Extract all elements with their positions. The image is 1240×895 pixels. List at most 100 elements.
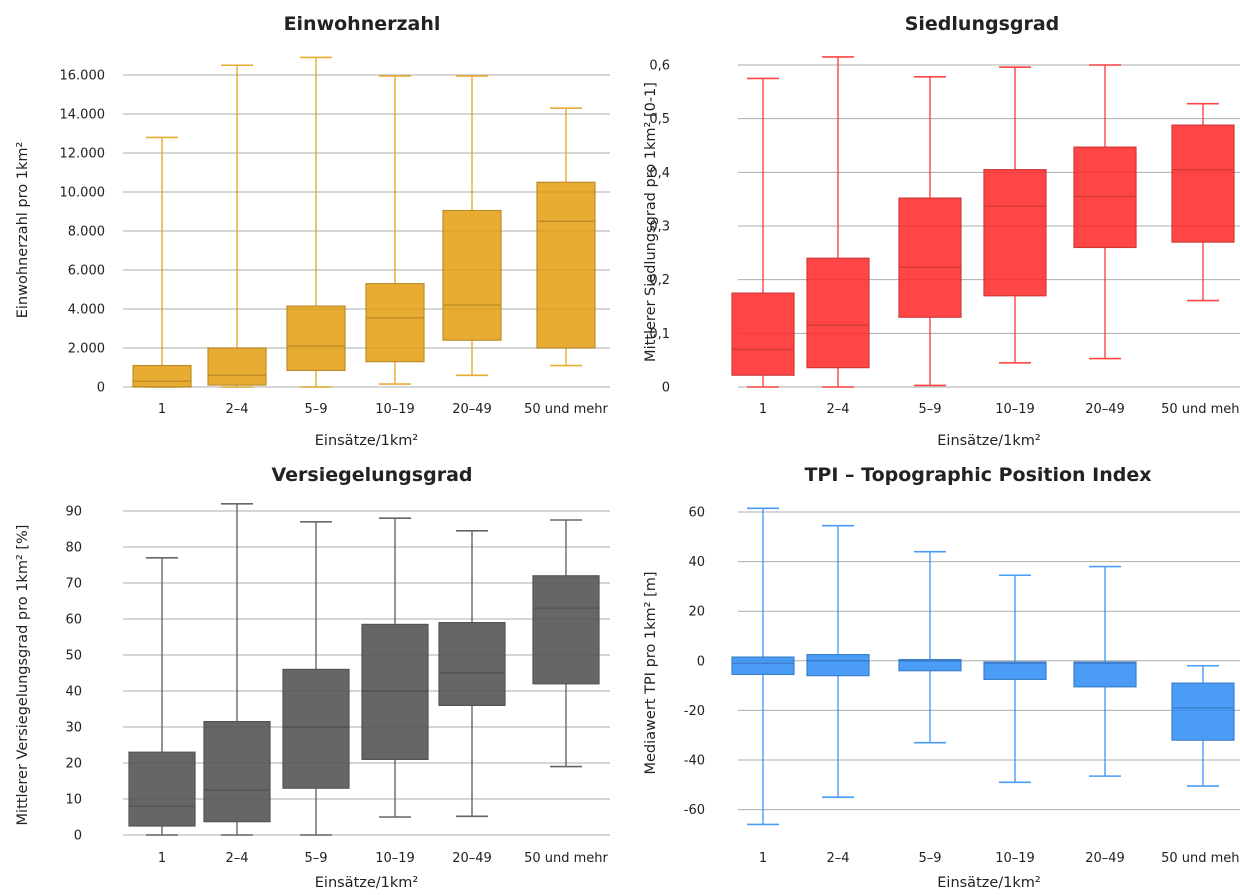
x-tick-label: 10–19: [375, 851, 415, 866]
box-iqr: [286, 305, 346, 372]
y-tick-label: 80: [65, 541, 82, 556]
box-2: [207, 64, 267, 388]
x-tick-label: 50 und mehr: [1161, 851, 1240, 866]
y-tick-label: 40: [65, 685, 82, 700]
box-iqr: [128, 751, 196, 827]
y-axis-label: Mittlerer Versiegelungsgrad pro 1km² [%]: [15, 525, 31, 826]
y-tick-label: -20: [684, 704, 705, 719]
box-iqr: [898, 197, 962, 318]
box-iqr: [806, 653, 870, 677]
chart-panel-3: 0 10 20 30 40 50 60 70 80 90 1 2–4 5–9 10–19 20–49 50 u…: [15, 464, 610, 891]
box-1: [731, 77, 795, 388]
y-tick-label: 4.000: [68, 303, 105, 318]
box-5: [1073, 565, 1137, 777]
box-iqr: [1073, 146, 1137, 249]
y-tick-label: 6.000: [68, 264, 105, 279]
chart-panel-4: -60 -40 -20 0 20 40 60 1 2–4 5–9 10–19 20–49 50 und …: [643, 464, 1240, 891]
box-iqr: [731, 656, 795, 676]
box-iqr: [731, 292, 795, 376]
box-5: [442, 75, 502, 377]
y-tick-label: 0,1: [649, 327, 670, 342]
box-6: [536, 107, 596, 367]
y-tick-label: 20: [65, 757, 82, 772]
box-iqr: [983, 169, 1047, 297]
chart-title: Versiegelungsgrad: [272, 464, 473, 486]
box-iqr: [1171, 124, 1235, 243]
y-tick-label: 0: [662, 381, 670, 396]
y-tick-label: 0,4: [649, 166, 670, 181]
x-axis-label: Einsätze/1km²: [937, 433, 1040, 449]
x-tick-label: 10–19: [375, 402, 415, 417]
y-tick-label: 16.000: [60, 69, 106, 84]
y-tick-label: 0: [74, 829, 82, 844]
box-iqr: [207, 347, 267, 386]
box-iqr: [282, 668, 350, 789]
y-tick-label: -40: [684, 754, 705, 769]
y-tick-label: 70: [65, 577, 82, 592]
x-tick-label: 1: [158, 851, 166, 866]
x-tick-label: 20–49: [452, 851, 492, 866]
box-2: [806, 524, 870, 799]
box-iqr: [132, 364, 192, 388]
x-tick-label: 50 und mehr: [524, 851, 608, 866]
x-tick-label: 50 und mehr: [524, 402, 608, 417]
box-iqr: [806, 257, 870, 369]
y-tick-label: 30: [65, 721, 82, 736]
box-1: [132, 136, 192, 388]
x-tick-label: 1: [158, 402, 166, 417]
y-tick-label: -60: [684, 803, 705, 818]
box-4: [365, 75, 425, 385]
box-iqr: [983, 661, 1047, 680]
y-tick-label: 50: [65, 649, 82, 664]
x-tick-label: 20–49: [1085, 851, 1125, 866]
x-tick-label: 2–4: [225, 402, 248, 417]
x-axis-label: Einsätze/1km²: [315, 433, 418, 449]
x-tick-label: 2–4: [826, 851, 849, 866]
y-tick-label: 60: [65, 613, 82, 628]
box-4: [361, 517, 429, 818]
y-tick-label: 10: [65, 793, 82, 808]
box-5: [438, 529, 506, 818]
y-tick-label: 0: [697, 654, 705, 669]
box-4: [983, 574, 1047, 784]
y-tick-label: 40: [688, 555, 705, 570]
box-iqr: [442, 209, 502, 341]
y-axis-label: Einwohnerzahl pro 1km²: [15, 142, 31, 319]
y-tick-label: 0: [97, 381, 105, 396]
y-tick-label: 12.000: [60, 147, 106, 162]
y-axis-label: Mittlerer Siedlungsgrad pro 1km² [0-1]: [643, 82, 659, 362]
x-tick-label: 2–4: [225, 851, 248, 866]
box-1: [731, 507, 795, 826]
x-axis-label: Einsätze/1km²: [315, 875, 418, 891]
box-iqr: [1073, 661, 1137, 688]
chart-panel-1: 0 2.000 4.000 6.000 8.000 10.000 12.000 14.000 1…: [15, 13, 610, 449]
box-3: [282, 520, 350, 836]
box-iqr: [365, 283, 425, 363]
x-tick-label: 5–9: [918, 402, 941, 417]
x-tick-label: 20–49: [452, 402, 492, 417]
x-axis-label: Einsätze/1km²: [937, 875, 1040, 891]
x-tick-label: 1: [759, 402, 767, 417]
chart-title: Siedlungsgrad: [905, 13, 1060, 35]
box-2: [203, 502, 271, 836]
chart-title: Einwohnerzahl: [284, 13, 441, 35]
y-tick-label: 90: [65, 505, 82, 520]
y-tick-label: 8.000: [68, 225, 105, 240]
box-iqr: [898, 658, 962, 672]
x-tick-label: 50 und mehr: [1161, 402, 1240, 417]
x-tick-label: 10–19: [995, 402, 1035, 417]
box-6: [532, 519, 600, 768]
x-tick-label: 1: [759, 851, 767, 866]
y-tick-label: 0,3: [649, 220, 670, 235]
y-tick-label: 60: [688, 506, 705, 521]
y-tick-label: 2.000: [68, 342, 105, 357]
y-tick-label: 0,5: [649, 112, 670, 127]
box-iqr: [203, 720, 271, 823]
box-3: [898, 76, 962, 387]
box-iqr: [361, 623, 429, 761]
chart-title: TPI – Topographic Position Index: [804, 464, 1151, 486]
box-4: [983, 66, 1047, 364]
y-tick-label: 14.000: [60, 108, 106, 123]
y-tick-label: 20: [688, 605, 705, 620]
x-tick-label: 5–9: [304, 402, 327, 417]
